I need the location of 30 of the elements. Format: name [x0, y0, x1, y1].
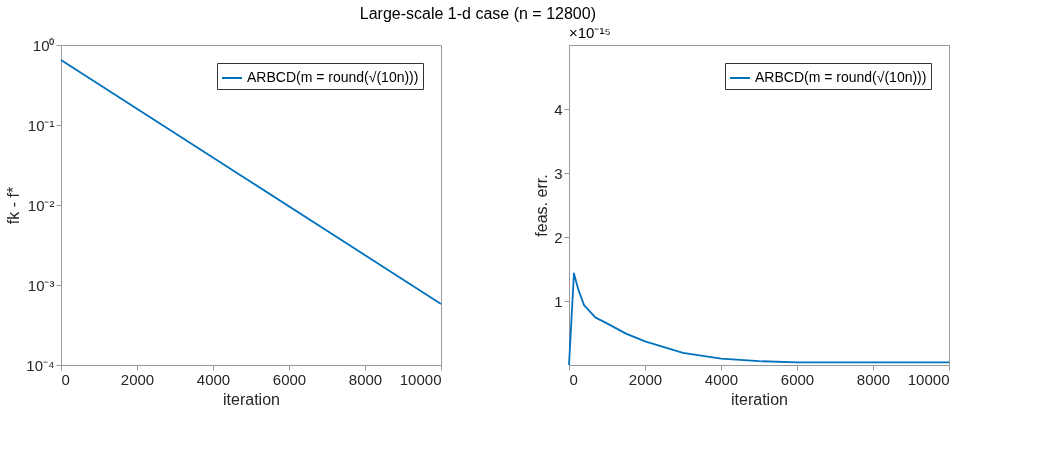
y-tick-label: 2	[554, 228, 563, 246]
y-tick-label: 10⁻²	[27, 196, 55, 214]
y-tick-label: 10⁻³	[27, 276, 55, 294]
x-tick-label: 4000	[196, 370, 231, 388]
legend-label: ARBCD(m = round(√(10n)))	[755, 69, 927, 85]
y-axis-title: feas. err.	[533, 174, 551, 237]
y-tick-label: 10⁻¹	[27, 116, 55, 134]
x-tick-label: 2000	[120, 370, 155, 388]
x-tick-label: 6000	[272, 370, 307, 388]
x-tick-label: 10000	[907, 370, 950, 388]
y-tick-label: 10⁰	[32, 36, 55, 54]
y-tick-label: 3	[554, 164, 563, 182]
x-tick-label: 0	[61, 370, 70, 388]
x-tick-label: 8000	[856, 370, 891, 388]
y-tick-label: 1	[554, 292, 563, 310]
line-series	[568, 272, 950, 366]
text: ×10⁻¹⁵	[569, 24, 611, 41]
x-tick-label: 2000	[628, 370, 663, 388]
x-tick-label: 4000	[704, 370, 739, 388]
legend-label: ARBCD(m = round(√(10n)))	[247, 69, 419, 85]
y-tick-label: 10⁻⁴	[26, 356, 55, 374]
x-tick-label: 0	[569, 370, 578, 388]
x-axis-title: iteration	[731, 390, 788, 408]
x-tick-label: 10000	[399, 370, 442, 388]
x-tick-label: 8000	[348, 370, 383, 388]
x-tick-label: 6000	[780, 370, 815, 388]
y-tick-label: 4	[554, 100, 563, 118]
text: Large-scale 1-d case (n = 12800)	[359, 4, 596, 22]
y-axis-title: fk - f*	[5, 186, 23, 225]
x-axis-title: iteration	[223, 390, 280, 408]
